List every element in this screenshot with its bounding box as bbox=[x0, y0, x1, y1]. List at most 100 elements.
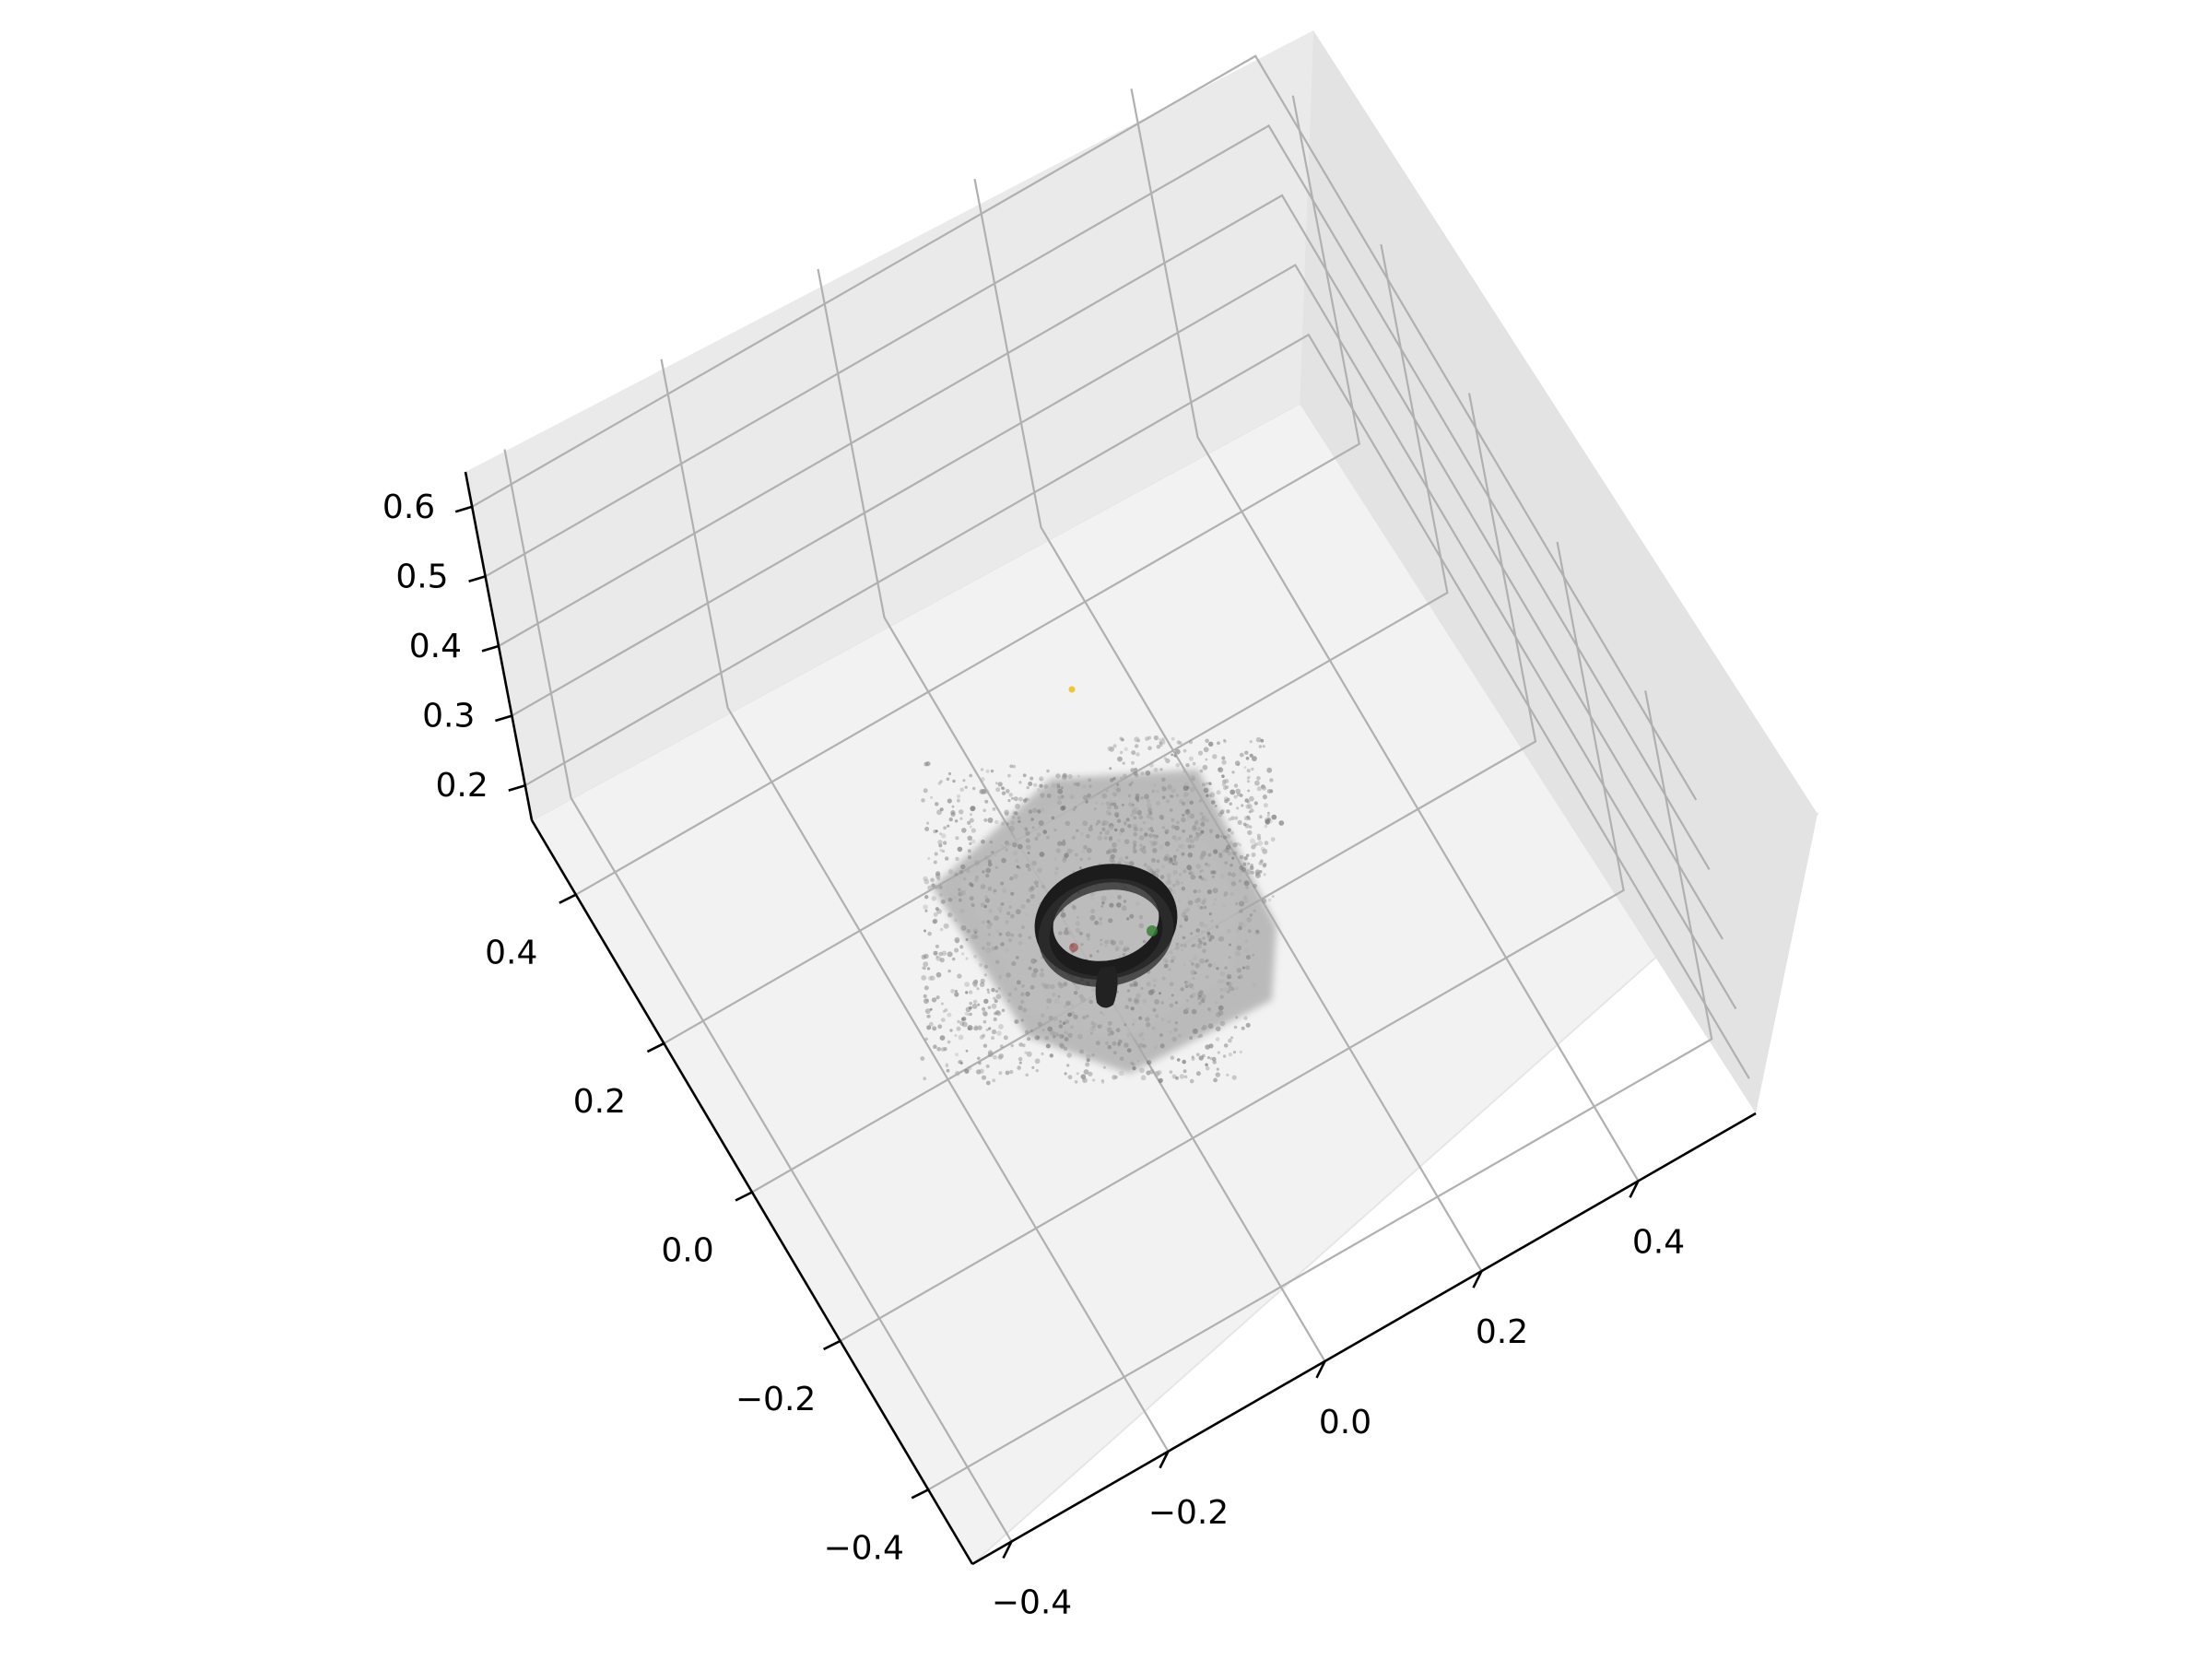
cloud-point bbox=[1027, 798, 1030, 802]
cloud-point bbox=[1181, 948, 1184, 952]
cloud-point bbox=[942, 841, 947, 845]
cloud-point bbox=[1252, 953, 1255, 957]
cloud-point bbox=[1133, 832, 1137, 837]
cloud-point bbox=[984, 799, 989, 804]
cloud-point bbox=[1194, 971, 1197, 975]
cloud-point bbox=[940, 1002, 944, 1006]
cloud-point bbox=[1245, 965, 1251, 971]
cloud-point bbox=[1101, 827, 1106, 831]
cloud-point bbox=[999, 910, 1002, 913]
cloud-point bbox=[1027, 867, 1032, 872]
cloud-point bbox=[1102, 1065, 1106, 1069]
cloud-point bbox=[1000, 881, 1005, 886]
cloud-point bbox=[1065, 820, 1071, 827]
cloud-point bbox=[1171, 835, 1177, 840]
cloud-point bbox=[1041, 1052, 1044, 1055]
cloud-point bbox=[927, 885, 933, 890]
cloud-point bbox=[987, 1006, 992, 1009]
cloud-point bbox=[946, 1068, 950, 1073]
cloud-point bbox=[924, 1008, 931, 1014]
cloud-point bbox=[1249, 913, 1253, 917]
cloud-point bbox=[1091, 1078, 1096, 1082]
cloud-point bbox=[1053, 998, 1060, 1005]
cloud-point bbox=[1198, 1001, 1202, 1006]
cloud-point bbox=[977, 1056, 981, 1060]
cloud-point bbox=[1081, 784, 1087, 789]
cloud-point bbox=[1145, 736, 1149, 741]
cloud-point bbox=[1027, 852, 1030, 854]
cloud-point bbox=[1117, 1043, 1121, 1047]
cloud-point bbox=[1217, 1009, 1222, 1015]
cloud-point bbox=[1008, 905, 1013, 910]
cloud-point bbox=[1200, 994, 1206, 1000]
cloud-point bbox=[1238, 925, 1242, 931]
cloud-point bbox=[1018, 933, 1023, 938]
cloud-point bbox=[1175, 942, 1179, 946]
cloud-point bbox=[1026, 1051, 1032, 1057]
cloud-point bbox=[1046, 998, 1053, 1004]
cloud-point bbox=[1185, 980, 1191, 985]
cloud-point bbox=[1256, 833, 1261, 838]
cloud-point bbox=[1057, 994, 1061, 998]
cloud-point bbox=[949, 1029, 953, 1032]
cloud-point bbox=[1192, 954, 1198, 960]
cloud-point bbox=[943, 826, 947, 830]
x-axis-tick bbox=[1629, 1180, 1640, 1198]
cloud-point bbox=[1001, 857, 1006, 864]
cloud-point bbox=[1081, 850, 1086, 853]
y-axis-tick bbox=[823, 1339, 841, 1351]
cloud-point bbox=[1135, 793, 1140, 798]
cloud-point bbox=[1256, 786, 1262, 792]
cloud-point bbox=[968, 990, 973, 994]
cloud-point bbox=[1107, 1032, 1111, 1037]
cloud-point bbox=[941, 849, 946, 853]
cloud-point bbox=[1082, 820, 1088, 827]
cloud-point bbox=[1138, 835, 1145, 841]
cloud-point bbox=[930, 877, 935, 883]
cloud-point bbox=[954, 1034, 958, 1037]
cloud-point bbox=[1194, 828, 1197, 831]
cloud-point bbox=[1218, 1005, 1224, 1011]
cloud-point bbox=[1218, 1010, 1224, 1016]
cloud-point bbox=[1002, 888, 1007, 893]
cloud-point bbox=[1067, 773, 1073, 780]
cloud-point bbox=[1198, 996, 1201, 1000]
cloud-point bbox=[1226, 834, 1231, 839]
cloud-point bbox=[986, 941, 991, 947]
cloud-point bbox=[1006, 999, 1011, 1003]
cloud-point bbox=[1198, 875, 1203, 879]
cloud-point bbox=[1020, 999, 1025, 1005]
cloud-point bbox=[965, 991, 969, 994]
cloud-point bbox=[1221, 759, 1227, 765]
cloud-point bbox=[931, 896, 936, 901]
cloud-point bbox=[1168, 860, 1173, 865]
cloud-point bbox=[1160, 1018, 1165, 1021]
cloud-point bbox=[1007, 773, 1011, 778]
cloud-point bbox=[1093, 807, 1097, 811]
cloud-point bbox=[1243, 947, 1249, 953]
cloud-point bbox=[1236, 792, 1241, 797]
cloud-point bbox=[1135, 983, 1138, 987]
cloud-point bbox=[947, 969, 951, 973]
cloud-point bbox=[1008, 825, 1015, 831]
cloud-point bbox=[1183, 782, 1189, 787]
cloud-point bbox=[1142, 939, 1147, 944]
cloud-point bbox=[960, 924, 967, 931]
cloud-point bbox=[967, 835, 972, 841]
cloud-point bbox=[1174, 748, 1181, 755]
x-axis-tick bbox=[1159, 1451, 1170, 1469]
cloud-point bbox=[1005, 920, 1009, 924]
cloud-point bbox=[945, 1064, 949, 1068]
cloud-point bbox=[939, 958, 945, 963]
cloud-point bbox=[959, 1020, 965, 1026]
cloud-point bbox=[1018, 940, 1023, 946]
cloud-point bbox=[1056, 800, 1062, 806]
cloud-point bbox=[1182, 1059, 1186, 1065]
cloud-point bbox=[1115, 787, 1122, 793]
grid-line-y bbox=[751, 393, 1537, 1194]
cloud-point bbox=[1174, 1021, 1179, 1025]
cloud-point bbox=[1262, 785, 1266, 791]
cloud-point bbox=[1129, 982, 1134, 988]
x-axis-tick-label: 0.2 bbox=[1476, 1313, 1528, 1351]
cloud-point bbox=[1100, 802, 1104, 806]
